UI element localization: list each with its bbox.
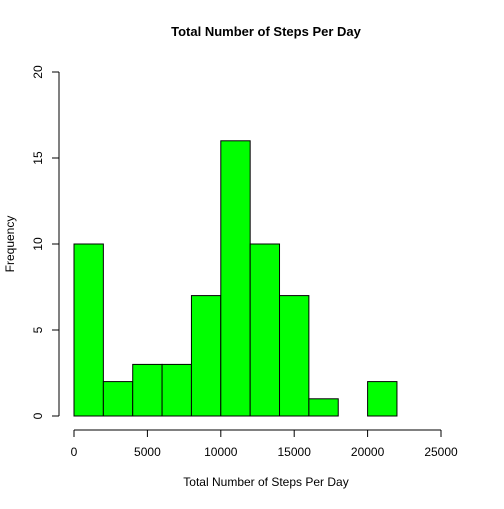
y-tick-label: 5 (31, 326, 45, 333)
histogram-bar (161, 363, 192, 417)
y-axis: 0 5 10 15 20 (31, 65, 60, 419)
histogram-bar (249, 243, 281, 417)
histogram-bar (132, 363, 163, 417)
y-tick-label: 10 (31, 237, 45, 251)
histogram-bar (190, 295, 222, 417)
histogram-bar (279, 295, 310, 417)
x-tick-label: 5000 (134, 445, 161, 459)
histogram-bar (220, 140, 251, 417)
x-tick-label: 15000 (278, 445, 312, 459)
histogram-bar (367, 381, 398, 417)
y-tick-label: 0 (31, 412, 45, 419)
y-tick-label: 20 (31, 65, 45, 79)
x-tick-label: 25000 (424, 445, 458, 459)
histogram-bar (102, 381, 134, 417)
chart-title: Total Number of Steps Per Day (171, 24, 362, 39)
histogram-bar (308, 398, 339, 417)
x-tick-label: 20000 (351, 445, 385, 459)
x-axis: 0 5000 10000 15000 20000 25000 (71, 429, 458, 459)
y-tick-label: 15 (31, 151, 45, 165)
bars-layer (73, 140, 398, 417)
x-tick-label: 10000 (204, 445, 238, 459)
x-axis-title: Total Number of Steps Per Day (183, 475, 348, 489)
histogram-bar (73, 243, 104, 417)
x-tick-label: 0 (71, 445, 78, 459)
y-axis-title: Frequency (3, 216, 17, 273)
